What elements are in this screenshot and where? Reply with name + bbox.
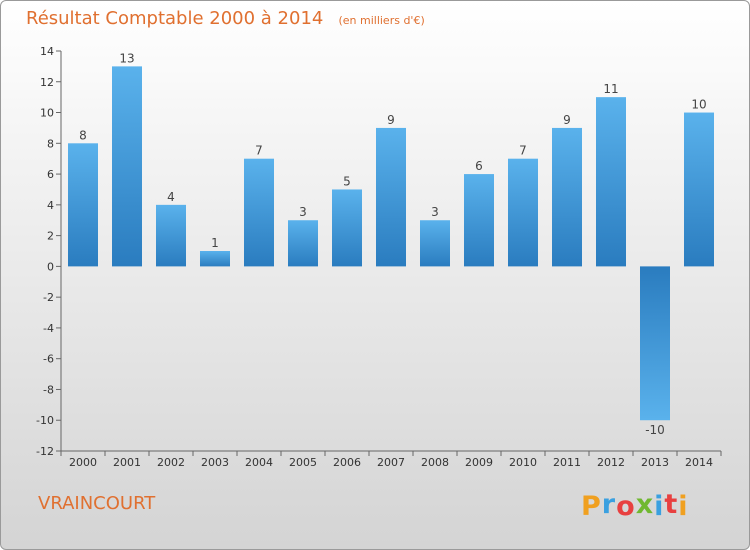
y-tick-label: 0: [47, 260, 54, 273]
x-tick-label: 2002: [157, 456, 185, 469]
x-tick-label: 2014: [685, 456, 713, 469]
bar: [112, 66, 142, 267]
bar: [156, 204, 186, 267]
y-tick-label: -2: [43, 291, 54, 304]
title-block: Résultat Comptable 2000 à 2014 (en milli…: [26, 8, 425, 29]
bar: [332, 189, 362, 267]
x-tick-label: 2003: [201, 456, 229, 469]
data-label: 6: [475, 159, 483, 173]
y-tick-label: 8: [47, 137, 54, 150]
data-label: 13: [119, 51, 134, 65]
bar: [596, 97, 626, 267]
x-tick-label: 2004: [245, 456, 273, 469]
x-tick-label: 2007: [377, 456, 405, 469]
brand-letter: t: [664, 489, 679, 520]
x-tick-label: 2006: [333, 456, 361, 469]
x-tick-label: 2011: [553, 456, 581, 469]
bar: [244, 158, 274, 267]
data-label: 3: [431, 205, 439, 219]
y-tick-label: -4: [43, 322, 54, 335]
data-label: 3: [299, 205, 307, 219]
bar: [420, 220, 450, 267]
data-label: 4: [167, 190, 175, 204]
data-label: 7: [255, 144, 263, 158]
brand-logo: Proxiti: [581, 489, 689, 522]
bar: [376, 127, 406, 267]
bar: [464, 174, 494, 267]
y-tick-label: -6: [43, 353, 54, 366]
y-tick-label: -10: [36, 414, 54, 427]
chart-title: Résultat Comptable 2000 à 2014: [26, 8, 324, 29]
brand-letter: i: [654, 491, 665, 522]
bar: [200, 251, 230, 267]
y-tick-label: -12: [36, 445, 54, 458]
y-tick-label: 6: [47, 168, 54, 181]
data-label: 8: [79, 128, 87, 142]
bar: [552, 127, 582, 267]
brand-letter: o: [616, 491, 636, 522]
brand-letter: r: [601, 489, 617, 520]
data-label: 10: [691, 98, 706, 112]
y-tick-label: -8: [43, 383, 54, 396]
data-label: -10: [645, 423, 665, 437]
y-tick-label: 12: [40, 76, 54, 89]
x-tick-label: 2008: [421, 456, 449, 469]
data-label: 9: [387, 113, 395, 127]
x-tick-label: 2013: [641, 456, 669, 469]
chart-subtitle: (en milliers d'€): [338, 14, 425, 27]
y-tick-label: 10: [40, 107, 54, 120]
y-tick-label: 4: [47, 199, 54, 212]
x-tick-label: 2009: [465, 456, 493, 469]
bar: [288, 220, 318, 267]
x-tick-label: 2010: [509, 456, 537, 469]
brand-letter: P: [581, 491, 602, 522]
data-label: 9: [563, 113, 571, 127]
commune-name: VRAINCOURT: [38, 493, 156, 514]
y-tick-label: 14: [40, 45, 54, 58]
brand-letter: i: [678, 491, 689, 522]
x-tick-label: 2005: [289, 456, 317, 469]
x-tick-label: 2000: [69, 456, 97, 469]
y-tick-label: 2: [47, 230, 54, 243]
data-label: 5: [343, 174, 351, 188]
bar: [68, 143, 98, 267]
data-label: 1: [211, 236, 219, 250]
bar: [684, 112, 714, 267]
x-tick-label: 2012: [597, 456, 625, 469]
data-label: 11: [603, 82, 618, 96]
data-label: 7: [519, 144, 527, 158]
bar: [508, 158, 538, 267]
brand-letter: x: [635, 489, 655, 520]
x-tick-label: 2001: [113, 456, 141, 469]
bar: [640, 266, 670, 421]
